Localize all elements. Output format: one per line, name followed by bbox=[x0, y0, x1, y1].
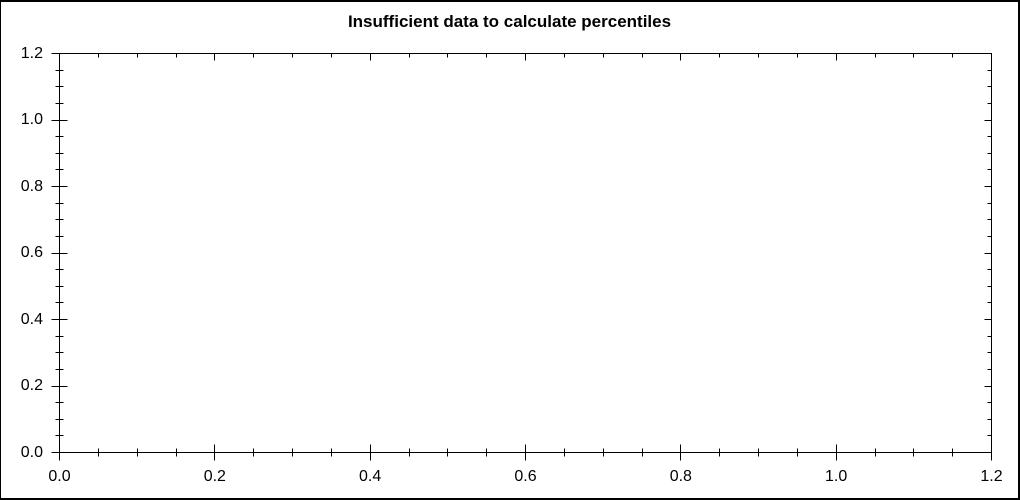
y-tick-label: 1.0 bbox=[20, 111, 43, 128]
y-tick-label: 0.6 bbox=[20, 244, 43, 261]
x-tick-label: 0.8 bbox=[669, 468, 692, 485]
x-tick-label: 0.2 bbox=[203, 468, 226, 485]
plot-border bbox=[59, 53, 992, 453]
x-tick-label: 0.0 bbox=[48, 468, 71, 485]
y-tick-label: 0.2 bbox=[20, 377, 43, 394]
x-tick-label: 0.6 bbox=[514, 468, 537, 485]
axis-ticks bbox=[51, 53, 992, 461]
y-tick-label: 0.4 bbox=[20, 310, 43, 328]
x-tick-label: 1.2 bbox=[980, 468, 1003, 485]
chart-title: Insufficient data to calculate percentil… bbox=[347, 12, 672, 31]
x-tick-label: 0.4 bbox=[359, 468, 382, 485]
y-tick-label: 0.8 bbox=[20, 177, 43, 195]
x-tick-label: 1.0 bbox=[825, 468, 848, 485]
y-tick-label: 0.0 bbox=[20, 443, 43, 461]
y-tick-label: 1.2 bbox=[20, 44, 43, 62]
